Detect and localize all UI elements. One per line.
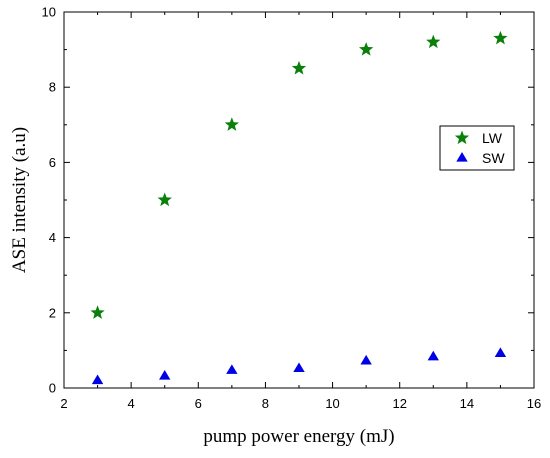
x-tick-label: 10 <box>325 396 339 411</box>
point-lw <box>224 117 239 131</box>
y-axis-title: ASE intensity (a.u) <box>9 127 30 273</box>
point-sw <box>293 362 305 373</box>
point-lw <box>157 192 172 207</box>
data-markers <box>90 30 508 385</box>
x-tick-label: 8 <box>262 396 269 411</box>
x-tick-label: 14 <box>460 396 474 411</box>
point-lw <box>291 60 307 75</box>
point-lw <box>359 42 374 56</box>
y-tick-label: 10 <box>42 5 56 20</box>
legend-box <box>439 125 515 171</box>
y-tick-label: 2 <box>49 305 56 320</box>
y-tick-label: 4 <box>49 230 56 245</box>
point-sw <box>427 350 439 361</box>
y-tick-label: 6 <box>49 155 56 170</box>
legend-triangle-icon <box>456 152 468 162</box>
y-tick-labels: 0 2 4 6 8 10 <box>42 5 56 396</box>
legend-label-sw: SW <box>482 150 505 166</box>
x-tick-label: 2 <box>60 396 67 411</box>
point-lw <box>426 34 441 49</box>
x-tick-label: 12 <box>392 396 406 411</box>
legend-star-icon <box>454 130 470 145</box>
x-tick-label: 16 <box>527 396 541 411</box>
legend: LW SW <box>439 125 515 171</box>
legend-markers <box>454 130 470 162</box>
x-tick-label: 6 <box>195 396 202 411</box>
point-sw <box>226 364 238 374</box>
point-sw <box>159 369 171 380</box>
y-tick-label: 8 <box>49 80 56 95</box>
legend-label-lw: LW <box>482 130 503 146</box>
point-lw <box>90 305 105 319</box>
x-tick-labels: 2 4 6 8 10 12 14 16 <box>60 396 541 411</box>
x-axis-title: pump power energy (mJ) <box>203 426 394 447</box>
y-tick-label: 0 <box>49 381 56 396</box>
point-sw <box>360 354 372 365</box>
point-sw <box>91 374 104 385</box>
axis-ticks <box>63 11 535 389</box>
point-lw <box>493 30 508 45</box>
x-tick-label: 4 <box>128 396 135 411</box>
point-sw <box>494 347 507 358</box>
